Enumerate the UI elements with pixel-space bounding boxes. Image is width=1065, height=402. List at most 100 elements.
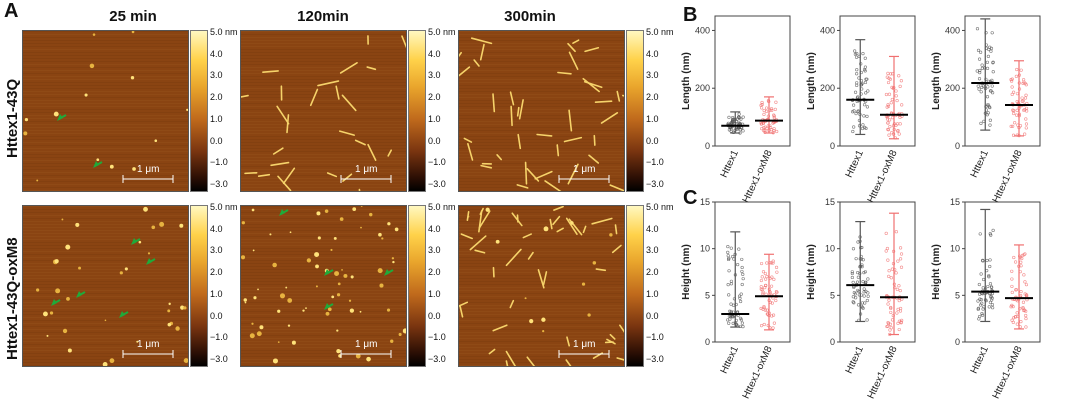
data-point [1012,111,1016,116]
data-point [766,114,770,118]
data-point [885,324,889,329]
data-point [984,46,988,50]
data-point [1011,133,1016,137]
data-point [865,318,869,322]
data-point [726,250,730,254]
data-point [985,258,989,263]
data-point [885,117,890,121]
data-point [860,301,864,305]
scale-bar-label: 1 μm [573,164,596,175]
colorbar-tick-label: −1.0 [646,157,664,168]
data-point [984,104,988,109]
data-point [1017,73,1021,77]
data-point [888,322,892,326]
colorbar-tick-label: −3.0 [428,354,446,364]
data-point [983,287,988,291]
data-point [1010,77,1014,81]
data-point [851,280,855,284]
data-point [891,72,895,76]
data-point [765,275,769,279]
data-point [736,262,740,267]
data-point [734,302,738,307]
data-point [895,287,899,291]
data-point [980,63,984,67]
colorbar-tick-label: 1.0 [646,288,659,299]
data-point [885,105,889,109]
data-point [858,239,862,243]
data-point [884,231,888,235]
data-point [851,103,856,107]
data-point [990,84,994,88]
data-point [1014,74,1018,79]
data-point [1019,260,1023,264]
data-point [738,131,742,135]
data-point [897,298,901,303]
data-point [769,284,774,288]
y-tick-label: 0 [705,141,710,151]
data-point [850,271,854,276]
data-point [988,258,992,262]
data-point [760,122,764,126]
data-point [760,275,764,279]
data-point [859,264,863,268]
colorbar-tick-label: 0.0 [646,135,659,146]
plot-c-1: 0 5 10 15 Height (nm) Httex1 Httex1-oxM8 [681,197,791,401]
data-point [988,123,992,127]
data-point [980,313,985,317]
scale-bar-label: 1 μm [573,339,596,350]
data-point [768,261,772,265]
y-tick-label: 0 [955,337,960,347]
data-point [1014,315,1018,319]
data-point [1013,121,1017,125]
data-point [740,282,744,287]
colorbar-tick-label: 2.0 [428,92,441,103]
data-point [853,90,858,94]
data-point [854,55,859,59]
green-arrow-icon [146,258,156,265]
data-point [981,277,986,282]
data-point [898,257,903,261]
data-point [862,287,866,291]
data-point [1012,109,1016,113]
data-point [740,257,744,262]
data-point [729,129,733,133]
x-tick-label: Httex1-oxM8 [741,148,775,204]
data-point [983,87,988,91]
data-point [987,275,991,279]
data-point [862,294,866,298]
data-point [889,306,893,310]
data-point [990,298,994,302]
data-point [774,100,778,104]
colorbar-tick-label: 5.0 nm [428,202,456,212]
data-point [985,269,989,273]
colorbar-tick-label: −3.0 [210,179,228,189]
data-point [766,124,770,128]
y-tick-label: 200 [695,83,710,93]
data-point [759,103,763,107]
data-point [985,66,990,70]
data-point [898,246,903,250]
data-point [851,129,855,134]
column-title-300min: 300min [504,8,556,25]
afm-image-r1-c3: 1 μm [458,30,625,192]
data-point [763,271,767,276]
data-point [990,31,994,35]
data-point [738,121,742,125]
data-point [1017,87,1022,91]
data-point [741,324,745,329]
colorbar [408,205,426,367]
data-point [1010,85,1014,89]
y-tick-label: 400 [820,25,835,35]
data-point [979,50,983,54]
y-tick-label: 0 [705,337,710,347]
y-tick-label: 10 [700,244,710,254]
data-point [984,43,989,47]
data-point [886,80,891,85]
data-point [1017,126,1021,130]
data-point [857,118,862,123]
data-point [989,89,993,93]
data-point [1021,81,1025,86]
data-point [887,321,891,326]
data-point [891,124,896,128]
data-point [1011,90,1016,94]
